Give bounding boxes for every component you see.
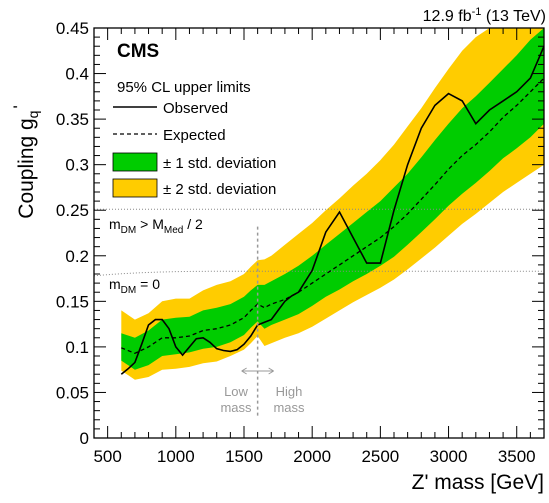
expected-limit-line	[121, 77, 544, 355]
y-tick-label: 0.15	[56, 292, 89, 311]
lumi-label: 12.9 fb-1 (13 TeV)	[423, 6, 546, 25]
y-axis-title: Coupling gq'	[10, 105, 41, 218]
y-tick-label: 0.45	[56, 19, 89, 38]
x-tick-label: 3000	[430, 447, 468, 466]
x-tick-label: 500	[93, 447, 121, 466]
y-tick-label: 0.2	[65, 247, 89, 266]
legend-band1-swatch	[112, 152, 158, 172]
ref-label-half-med: mDM > MMed / 2	[109, 216, 203, 236]
x-tick-label: 3500	[498, 447, 536, 466]
plot-frame	[93, 27, 545, 439]
ref-line-zero	[94, 270, 544, 277]
uncertainty-bands	[121, 28, 544, 380]
band-1sigma	[121, 28, 544, 370]
observed-limit-line	[120, 45, 544, 375]
y-tick-label: 0.25	[56, 201, 89, 220]
region-low-label-1: Low	[224, 384, 248, 399]
ref-label-zero: mDM = 0	[109, 276, 160, 296]
region-arrow-left-head	[241, 367, 247, 375]
region-arrow-right-head	[268, 367, 274, 375]
y-tick-label: 0.35	[56, 110, 89, 129]
legend-observed-label: Observed	[163, 100, 228, 117]
legend-band2-label: ± 2 std. deviation	[163, 181, 276, 198]
y-tick-label: 0.1	[65, 338, 89, 357]
y-tick-label: 0	[80, 429, 89, 448]
legend-expected-label: Expected	[163, 127, 226, 144]
band-2sigma	[121, 28, 544, 380]
y-tick-label: 0.05	[56, 383, 89, 402]
y-tick-label: 0.3	[65, 156, 89, 175]
limit-lines	[120, 45, 544, 375]
legend: 95% CL upper limits Observed Expected ± …	[112, 79, 276, 198]
axis-ticks: 500 1000 1500 2000 2500 3000 3500 0 0.05 0.1 0.15 0…	[56, 19, 545, 466]
y-tick-label: 0.4	[65, 65, 89, 84]
x-tick-label: 1500	[225, 447, 263, 466]
region-high-label-1: High	[276, 384, 303, 399]
x-tick-label: 2000	[293, 447, 331, 466]
region-low-label-2: mass	[220, 400, 252, 415]
x-tick-label: 1000	[157, 447, 195, 466]
legend-band1-label: ± 1 std. deviation	[163, 155, 276, 172]
x-tick-label: 2500	[361, 447, 399, 466]
legend-band2-swatch	[112, 178, 158, 198]
region-divider	[241, 226, 274, 418]
reference-lines	[94, 208, 544, 277]
x-axis-title: Z' mass [GeV]	[412, 471, 544, 494]
experiment-label: CMS	[117, 41, 159, 62]
region-high-label-2: mass	[273, 400, 305, 415]
legend-title: 95% CL upper limits	[117, 79, 251, 96]
